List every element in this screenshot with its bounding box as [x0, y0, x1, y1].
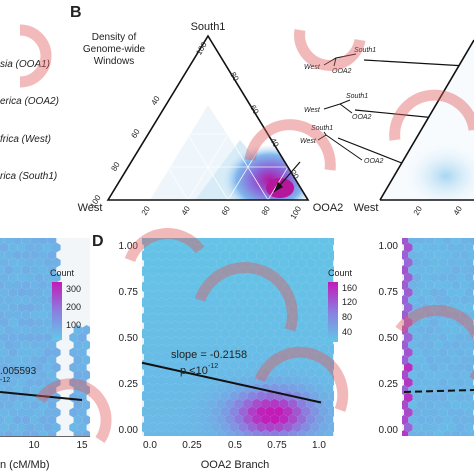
right-ternary-partial: West 20 40 — [354, 40, 474, 217]
tree2-south1-label: South1 — [346, 93, 368, 100]
panel-d-count-80: 80 — [342, 312, 352, 322]
panel-d-count-120: 120 — [342, 297, 357, 307]
tree2-ooa2-label: OOA2 — [352, 114, 372, 121]
panel-e-ytick-050: 0.50 — [379, 333, 399, 344]
panel-d-p-exponent: -12 — [208, 363, 218, 370]
panel-e-ytick-075: 0.75 — [379, 287, 399, 298]
panel-d-colorbar — [328, 282, 338, 342]
vertex-label-south1: South1 — [191, 21, 226, 33]
panel-d-count-40: 40 — [342, 327, 352, 337]
panel-d-count-160: 160 — [342, 283, 357, 293]
right-tick-40: 40 — [452, 204, 465, 217]
right-tick-20: 20 — [412, 204, 425, 217]
tick-left-60: 60 — [129, 127, 142, 140]
panel-d-count-title: Count — [328, 268, 353, 278]
tick-bottom-80: 80 — [260, 204, 273, 217]
panel-c-count-title: Count — [50, 268, 75, 278]
panel-label-d: D — [92, 233, 104, 250]
xtick-1: 1.0 — [312, 440, 326, 451]
density-title: Density of Genome-wide Windows — [83, 32, 146, 67]
panel-c-xtick-10: 10 — [28, 440, 40, 451]
panel-e-ytick-000: 0.00 — [379, 425, 399, 436]
xtick-025: 0.25 — [182, 440, 202, 451]
tick-bottom-40: 40 — [180, 204, 193, 217]
vertex-label-ooa2: OOA2 — [313, 202, 344, 214]
panel-c-p-fragment: -12 — [0, 377, 10, 384]
panel-e-partial: 1.00 0.75 0.50 0.25 0.00 — [379, 235, 474, 440]
panel-c-partial: Count 300 200 100 .005593 -12 10 15 n (c… — [0, 235, 91, 471]
panel-c-slope-fragment: .005593 — [0, 366, 37, 377]
ytick-025: 0.25 — [119, 379, 139, 390]
panel-c-count-200: 200 — [66, 302, 81, 312]
tree2-branches — [324, 100, 350, 109]
tick-left-40: 40 — [149, 94, 162, 107]
tick-bottom-100: 100 — [289, 204, 304, 221]
panel-d-slope-text: slope = -0.2158 — [171, 349, 247, 361]
xtick-075: 0.75 — [267, 440, 287, 451]
density-title-line1: Density of — [92, 32, 137, 43]
density-core — [222, 144, 318, 216]
tick-bottom-20: 20 — [140, 204, 153, 217]
panel-label-b: B — [70, 4, 82, 21]
tick-left-80: 80 — [109, 160, 122, 173]
panel-d-xticks: 0.0 0.25 0.5 0.75 1.0 — [143, 440, 326, 451]
tree2-ooa2-branch — [340, 104, 352, 113]
xtick-05: 0.5 — [228, 440, 242, 451]
panel-d-yticks: 1.00 0.75 0.50 0.25 0.00 — [119, 241, 139, 436]
tree2-west-label: West — [304, 107, 321, 114]
legend-item-west: frica (West) — [0, 134, 51, 145]
panel-c-xlabel-fragment: n (cM/Mb) — [0, 459, 50, 471]
ytick-075: 0.75 — [119, 287, 139, 298]
panel-c-xtick-15: 15 — [76, 440, 88, 451]
ytick-000: 0.00 — [119, 425, 139, 436]
panel-d-p-text: p <10 — [180, 365, 208, 377]
panel-e-ytick-1: 1.00 — [379, 241, 399, 252]
legend-item-south1: rica (South1) — [0, 171, 57, 182]
xtick-0: 0.0 — [143, 440, 157, 451]
density-title-line2: Genome-wide — [83, 44, 146, 55]
tick-bottom-60: 60 — [220, 204, 233, 217]
panel-e-ytick-025: 0.25 — [379, 379, 399, 390]
panel-d-xlabel: OOA2 Branch — [201, 459, 269, 471]
density-title-line3: Windows — [94, 56, 135, 67]
legend-item-ooa2: erica (OOA2) — [0, 96, 59, 107]
panel-c-count-300: 300 — [66, 284, 81, 294]
ternary-ticks-bottom: 20 40 60 80 100 — [140, 204, 304, 221]
right-vertex-west: West — [354, 202, 379, 214]
gene-tree-2: South1 West OOA2 — [304, 93, 372, 121]
tree3-ooa2-label: OOA2 — [364, 158, 384, 165]
panel-c-count-100: 100 — [66, 320, 81, 330]
ytick-050: 0.50 — [119, 333, 139, 344]
panel-c-colorbar — [52, 282, 62, 340]
